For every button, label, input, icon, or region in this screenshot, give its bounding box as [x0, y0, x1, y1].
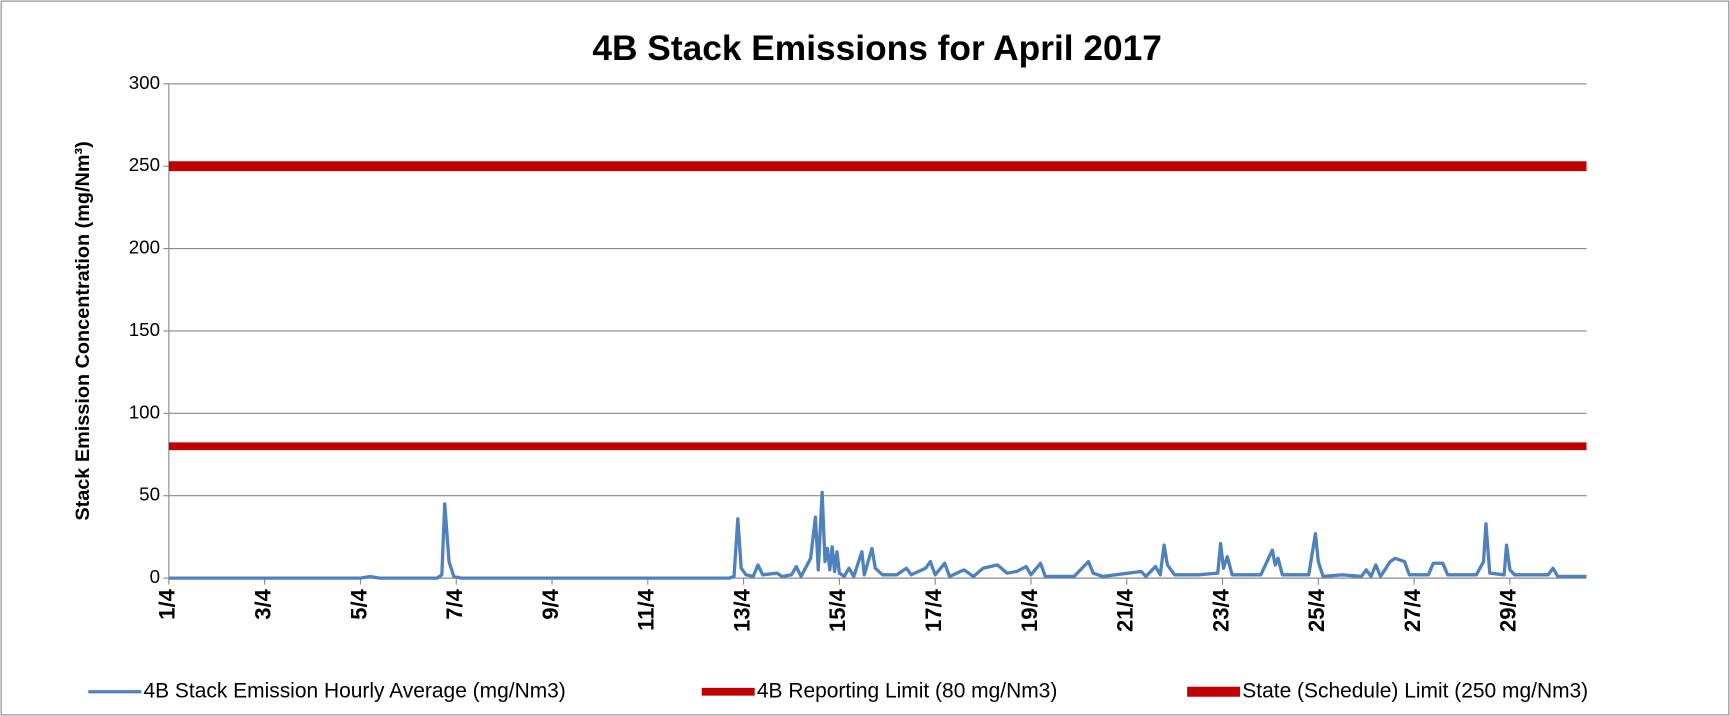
x-tick-label: 25/4 [1304, 588, 1329, 632]
x-tick-label: 17/4 [921, 588, 946, 632]
y-tick-label: 50 [139, 484, 160, 505]
x-tick-label: 5/4 [346, 588, 371, 619]
legend-label: State (Schedule) Limit (250 mg/Nm3) [1242, 679, 1588, 702]
x-tick-label: 3/4 [250, 588, 275, 619]
x-tick-label: 23/4 [1208, 588, 1233, 632]
x-tick-label: 11/4 [634, 588, 659, 630]
x-tick-label: 1/4 [155, 588, 180, 619]
y-tick-label: 0 [150, 566, 160, 587]
y-tick-label: 200 [129, 237, 160, 258]
x-tick-label: 21/4 [1113, 588, 1138, 632]
x-tick-label: 27/4 [1400, 588, 1425, 632]
x-tick-label: 13/4 [729, 588, 754, 632]
x-tick-label: 9/4 [538, 588, 563, 619]
x-tick-label: 7/4 [442, 588, 467, 619]
chart-title: 4B Stack Emissions for April 2017 [592, 29, 1162, 68]
y-tick-label: 250 [129, 154, 160, 175]
y-tick-label: 100 [129, 401, 160, 422]
legend-label: 4B Stack Emission Hourly Average (mg/Nm3… [143, 679, 565, 702]
x-tick-label: 15/4 [825, 588, 850, 632]
y-tick-label: 150 [129, 319, 160, 340]
legend-label: 4B Reporting Limit (80 mg/Nm3) [757, 679, 1057, 702]
x-tick-label: 29/4 [1496, 588, 1521, 632]
x-tick-label: 19/4 [1017, 588, 1042, 632]
y-tick-label: 300 [129, 72, 160, 93]
series-line [168, 490, 1587, 580]
y-axis-label: Stack Emission Concentration (mg/Nm³) [72, 141, 94, 520]
